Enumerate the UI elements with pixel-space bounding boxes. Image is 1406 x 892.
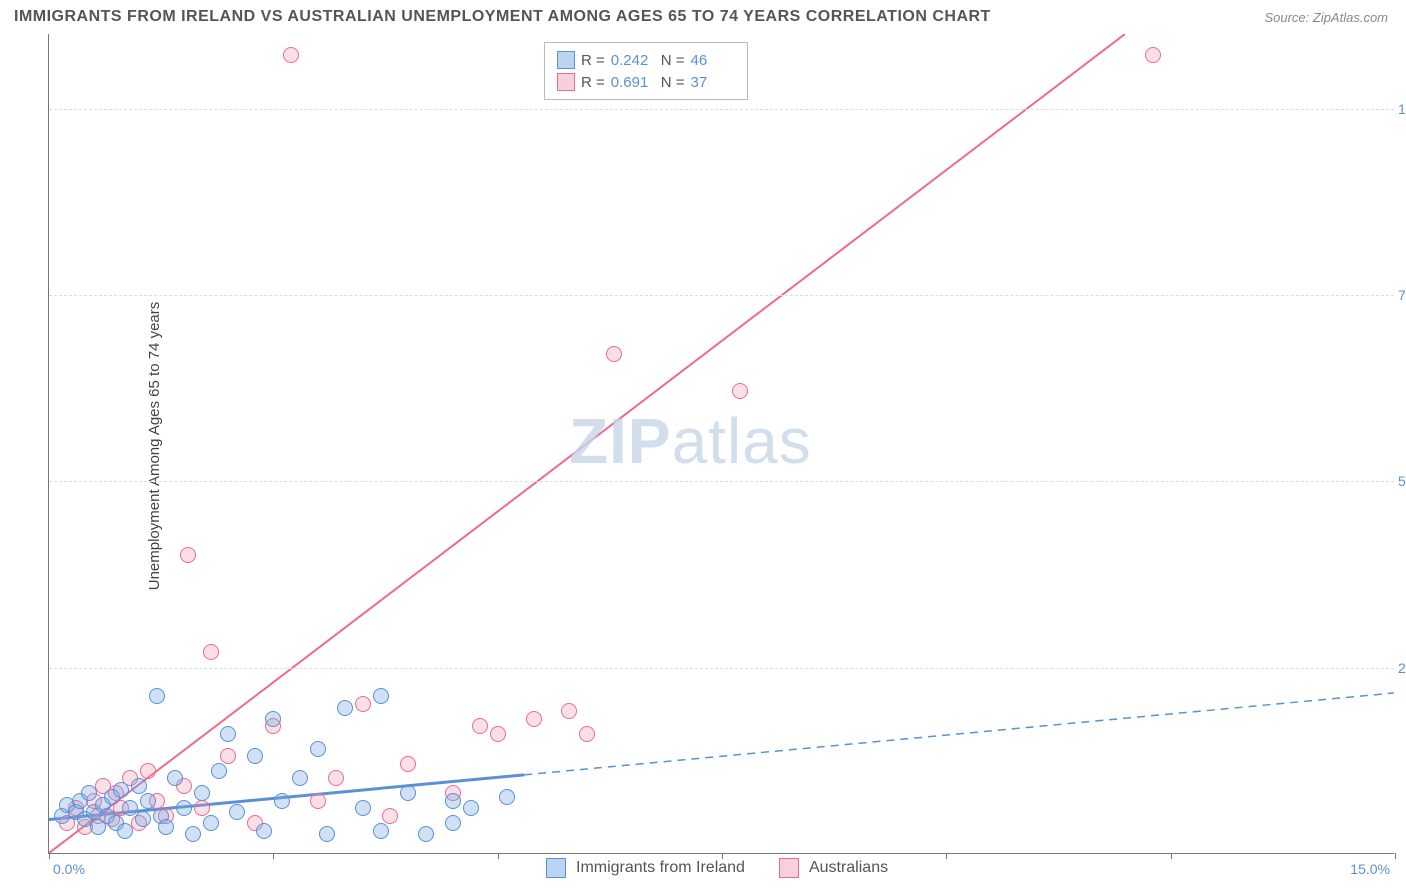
scatter-point-blue — [373, 688, 389, 704]
scatter-point-blue — [400, 785, 416, 801]
scatter-point-blue — [463, 800, 479, 816]
scatter-point-blue — [203, 815, 219, 831]
scatter-point-pink — [382, 808, 398, 824]
scatter-point-pink — [194, 800, 210, 816]
series-legend: Immigrants from Ireland Australians — [546, 858, 912, 878]
x-tick — [946, 853, 947, 859]
x-tick-label: 0.0% — [53, 861, 85, 877]
scatter-point-pink — [180, 547, 196, 563]
scatter-point-pink — [526, 711, 542, 727]
source-attribution: Source: ZipAtlas.com — [1264, 10, 1388, 25]
scatter-point-blue — [418, 826, 434, 842]
gridline-h — [49, 295, 1394, 296]
scatter-point-blue — [274, 793, 290, 809]
scatter-point-blue — [445, 815, 461, 831]
n-label: N = — [661, 74, 685, 91]
r-value-blue: 0.242 — [611, 52, 655, 69]
scatter-point-pink — [400, 756, 416, 772]
scatter-point-blue — [117, 823, 133, 839]
scatter-point-blue — [194, 785, 210, 801]
y-tick-label: 75.0% — [1398, 287, 1406, 303]
scatter-point-pink — [490, 726, 506, 742]
scatter-point-blue — [319, 826, 335, 842]
scatter-point-blue — [140, 793, 156, 809]
scatter-point-blue — [373, 823, 389, 839]
watermark: ZIPatlas — [569, 404, 812, 478]
r-value-pink: 0.691 — [611, 74, 655, 91]
scatter-point-blue — [445, 793, 461, 809]
scatter-point-pink — [328, 770, 344, 786]
gridline-h — [49, 481, 1394, 482]
x-tick-label: 15.0% — [1350, 861, 1390, 877]
scatter-point-blue — [247, 748, 263, 764]
scatter-point-blue — [292, 770, 308, 786]
scatter-point-blue — [337, 700, 353, 716]
trend-lines-layer — [49, 34, 1394, 853]
scatter-point-blue — [131, 778, 147, 794]
watermark-rest: atlas — [672, 405, 812, 477]
scatter-point-blue — [220, 726, 236, 742]
scatter-point-blue — [122, 800, 138, 816]
chart-title: IMMIGRANTS FROM IRELAND VS AUSTRALIAN UN… — [14, 8, 991, 26]
gridline-h — [49, 668, 1394, 669]
x-tick — [1395, 853, 1396, 859]
scatter-point-pink — [355, 696, 371, 712]
scatter-point-pink — [203, 644, 219, 660]
scatter-point-blue — [229, 804, 245, 820]
x-tick — [49, 853, 50, 859]
y-tick-label: 25.0% — [1398, 660, 1406, 676]
n-value-pink: 37 — [691, 74, 735, 91]
scatter-point-blue — [167, 770, 183, 786]
gridline-h — [49, 109, 1394, 110]
trend-line — [524, 693, 1394, 775]
scatter-point-pink — [310, 793, 326, 809]
scatter-point-blue — [185, 826, 201, 842]
scatter-point-blue — [310, 741, 326, 757]
legend-label-blue: Immigrants from Ireland — [576, 859, 745, 877]
scatter-point-blue — [256, 823, 272, 839]
scatter-point-pink — [732, 383, 748, 399]
scatter-point-pink — [561, 703, 577, 719]
legend-label-pink: Australians — [809, 859, 888, 877]
scatter-point-pink — [283, 47, 299, 63]
n-value-blue: 46 — [691, 52, 735, 69]
scatter-point-blue — [176, 800, 192, 816]
scatter-point-pink — [606, 346, 622, 362]
r-label: R = — [581, 74, 605, 91]
watermark-bold: ZIP — [569, 405, 672, 477]
correlation-legend: R = 0.242 N = 46 R = 0.691 N = 37 — [544, 42, 748, 100]
y-tick-label: 100.0% — [1398, 101, 1406, 117]
swatch-blue-icon — [557, 51, 575, 69]
scatter-point-blue — [499, 789, 515, 805]
swatch-pink-icon — [557, 73, 575, 91]
r-label: R = — [581, 52, 605, 69]
scatter-point-blue — [113, 782, 129, 798]
scatter-point-blue — [81, 785, 97, 801]
scatter-point-blue — [265, 711, 281, 727]
scatter-point-blue — [135, 811, 151, 827]
x-tick — [273, 853, 274, 859]
scatter-point-blue — [158, 819, 174, 835]
y-tick-label: 50.0% — [1398, 473, 1406, 489]
swatch-pink-icon — [779, 858, 799, 878]
scatter-point-pink — [140, 763, 156, 779]
scatter-point-pink — [1145, 47, 1161, 63]
legend-row-blue: R = 0.242 N = 46 — [557, 49, 735, 71]
scatter-point-blue — [355, 800, 371, 816]
x-tick — [1171, 853, 1172, 859]
scatter-plot: ZIPatlas 25.0%50.0%75.0%100.0%0.0%15.0% — [48, 34, 1394, 854]
n-label: N = — [661, 52, 685, 69]
scatter-point-blue — [149, 688, 165, 704]
scatter-point-pink — [472, 718, 488, 734]
x-tick — [498, 853, 499, 859]
legend-row-pink: R = 0.691 N = 37 — [557, 71, 735, 93]
scatter-point-pink — [220, 748, 236, 764]
scatter-point-blue — [211, 763, 227, 779]
swatch-blue-icon — [546, 858, 566, 878]
scatter-point-pink — [579, 726, 595, 742]
